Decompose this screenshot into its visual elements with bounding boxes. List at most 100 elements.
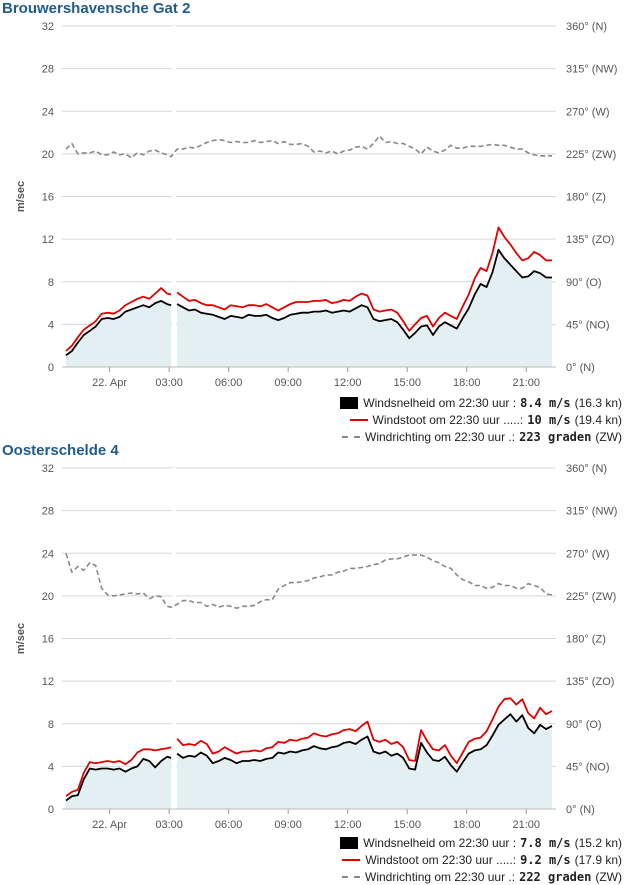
y-tick-label: 12 [42,234,54,246]
y2-tick-label: 90° (O) [566,277,602,289]
x-tick-label: 06:00 [215,819,243,831]
legend-extra: (15.2 kn) [574,835,622,850]
x-tick-label: 18:00 [453,819,481,831]
y-tick-label: 16 [42,634,54,646]
y-tick-label: 28 [42,64,54,76]
series-line-windsnelheid [65,755,172,802]
legend-swatch-dashed [342,875,361,878]
y2-tick-label: 270° (W) [566,548,610,560]
y2-tick-label: 270° (W) [566,106,610,118]
series-area-windsnelheid [177,249,552,367]
series-line-windrichting [65,553,553,609]
legend-swatch-black [340,836,359,849]
series-line-windsnelheid [65,299,172,357]
legend-value: 10 m/s [527,412,571,427]
series-line-windsnelheid [176,713,553,773]
wind-chart: 0 0° (N) 4 45° (NO) 8 90° (O) 12 135° (ZO) 16 180… [15,463,617,831]
series-line-windsnelheid [176,248,552,340]
legend-swatch-red [342,858,361,861]
y-tick-label: 20 [42,149,54,161]
y-tick-label: 32 [42,463,54,475]
x-tick-label: 15:00 [393,819,421,831]
legend-extra: (ZW) [595,869,622,884]
x-tick-label: 22. Apr [92,819,127,831]
y-tick-label: 32 [42,21,54,33]
y2-tick-label: 45° (NO) [566,761,610,773]
legend-item-windstoot[interactable]: Windstoot om 22:30 uur .....: 9.2 m/s (1… [340,851,622,868]
y2-tick-label: 180° (Z) [566,192,606,204]
chart-panel-oosterschelde: Oosterschelde 4 0 0° (N) 4 45° (NO) 8 90° (O)… [0,442,630,884]
legend-swatch-dashed [342,435,361,438]
legend-item-windrichting[interactable]: Windrichting om 22:30 uur .: 222 graden … [340,868,622,885]
x-tick-label: 09:00 [274,819,302,831]
y-tick-label: 4 [48,319,54,331]
series-area-windsnelheid [66,300,172,367]
legend-extra: (17.9 kn) [574,852,622,867]
legend-label: Windrichting om 22:30 uur .: [365,429,516,444]
x-tick-label: 09:00 [274,377,302,389]
legend-item-windstoot[interactable]: Windstoot om 22:30 uur .....: 10 m/s (19… [340,411,622,428]
x-tick-label: 15:00 [393,377,421,389]
chart-panel-brouwershavensche-gat: Brouwershavensche Gat 2 0 0° (N) 4 45° (NO)… [0,0,630,445]
y2-tick-label: 360° (N) [566,21,607,33]
legend-label: Windstoot om 22:30 uur .....: [372,412,524,427]
y2-tick-label: 315° (NW) [566,506,617,518]
legend-swatch-black [340,396,359,409]
y-axis-title: m/sec [15,181,27,212]
legend-value: 222 graden [519,869,592,884]
y-tick-label: 8 [48,277,54,289]
legend-value: 223 graden [519,429,592,444]
y-tick-label: 28 [42,506,54,518]
legend-value: 9.2 m/s [520,852,571,867]
y-tick-label: 12 [42,676,54,688]
y-tick-label: 0 [48,804,54,816]
y-tick-label: 4 [48,761,54,773]
y-axis-title: m/sec [15,623,27,654]
legend-item-windsnelheid[interactable]: Windsnelheid om 22:30 uur : 8.4 m/s (16.… [340,394,622,411]
y-tick-label: 16 [42,192,54,204]
legend-item-windsnelheid[interactable]: Windsnelheid om 22:30 uur : 7.8 m/s (15.… [340,834,622,851]
chart-legend: Windsnelheid om 22:30 uur : 8.4 m/s (16.… [340,394,622,445]
series-line-windstoot [176,226,552,332]
legend-value: 8.4 m/s [520,395,571,410]
y2-tick-label: 315° (NW) [566,64,617,76]
series-line-windstoot [65,287,172,352]
x-tick-label: 21:00 [512,819,540,831]
y-tick-label: 24 [42,106,54,118]
legend-label: Windrichting om 22:30 uur .: [365,869,516,884]
y2-tick-label: 180° (Z) [566,634,606,646]
x-tick-label: 12:00 [334,377,362,389]
data-gap [172,26,177,367]
chart-title: Oosterschelde 4 [2,442,119,459]
wind-chart: 0 0° (N) 4 45° (NO) 8 90° (O) 12 135° (ZO) 16 180… [15,21,617,389]
y2-tick-label: 135° (ZO) [566,676,614,688]
legend-item-windrichting[interactable]: Windrichting om 22:30 uur .: 223 graden … [340,428,622,445]
data-gap [172,468,177,809]
series-area-windsnelheid [177,714,552,809]
series-line-windstoot [176,697,553,765]
x-tick-label: 22. Apr [92,377,127,389]
y2-tick-label: 0° (N) [566,362,595,374]
y-tick-label: 20 [42,591,54,603]
chart-title: Brouwershavensche Gat 2 [2,0,191,17]
legend-label: Windstoot om 22:30 uur .....: [365,852,517,867]
y-tick-label: 8 [48,719,54,731]
legend-label: Windsnelheid om 22:30 uur : [363,835,517,850]
y-tick-label: 24 [42,548,54,560]
y2-tick-label: 225° (ZW) [566,149,616,161]
legend-extra: (ZW) [595,429,622,444]
y2-tick-label: 225° (ZW) [566,591,616,603]
legend-label: Windsnelheid om 22:30 uur : [363,395,517,410]
x-tick-label: 12:00 [334,819,362,831]
legend-extra: (19.4 kn) [574,412,622,427]
y2-tick-label: 135° (ZO) [566,234,614,246]
series-line-windrichting [65,135,552,159]
x-tick-label: 06:00 [215,377,243,389]
legend-swatch-red [349,418,368,421]
y2-tick-label: 90° (O) [566,719,602,731]
y2-tick-label: 0° (N) [566,804,595,816]
y-tick-label: 0 [48,362,54,374]
y2-tick-label: 45° (NO) [566,319,610,331]
x-tick-label: 03:00 [155,377,183,389]
x-tick-label: 18:00 [453,377,481,389]
